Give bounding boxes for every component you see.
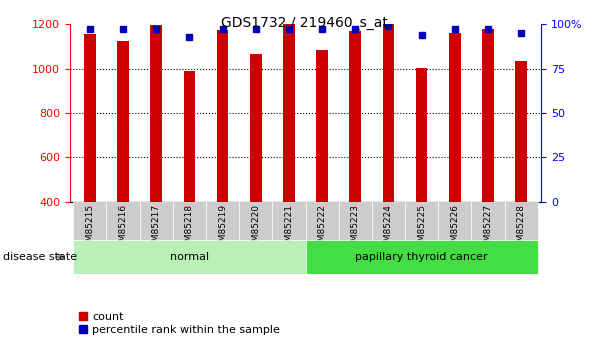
- Bar: [316, 139, 328, 291]
- Text: GSM85228: GSM85228: [517, 204, 526, 253]
- Bar: [350, 120, 361, 291]
- Bar: [250, 54, 261, 202]
- Bar: [106, 202, 140, 240]
- Bar: [283, 16, 295, 202]
- Bar: [305, 240, 538, 274]
- Bar: [449, 32, 461, 202]
- Bar: [117, 130, 129, 291]
- Bar: [416, 68, 427, 202]
- Bar: [239, 202, 272, 240]
- Bar: [117, 41, 129, 202]
- Text: GSM85217: GSM85217: [152, 204, 161, 253]
- Legend: count, percentile rank within the sample: count, percentile rank within the sample: [75, 307, 285, 339]
- Bar: [516, 150, 527, 291]
- Bar: [283, 105, 295, 291]
- Bar: [339, 202, 372, 240]
- Bar: [516, 61, 527, 202]
- Bar: [505, 202, 538, 240]
- Text: GSM85222: GSM85222: [317, 204, 326, 253]
- Bar: [416, 157, 427, 291]
- Text: GSM85221: GSM85221: [285, 204, 294, 253]
- Bar: [471, 202, 505, 240]
- Bar: [150, 114, 162, 291]
- Bar: [305, 202, 339, 240]
- Text: GSM85220: GSM85220: [251, 204, 260, 253]
- Bar: [482, 118, 494, 291]
- Text: papillary thyroid cancer: papillary thyroid cancer: [355, 252, 488, 262]
- Text: normal: normal: [170, 252, 209, 262]
- Text: GSM85216: GSM85216: [119, 204, 128, 253]
- Bar: [350, 31, 361, 202]
- Bar: [272, 202, 305, 240]
- Bar: [438, 202, 471, 240]
- Bar: [382, 0, 394, 202]
- Bar: [316, 50, 328, 202]
- Text: GSM85215: GSM85215: [85, 204, 94, 253]
- Bar: [184, 159, 195, 291]
- Bar: [405, 202, 438, 240]
- Bar: [482, 29, 494, 202]
- Bar: [84, 123, 95, 291]
- Bar: [184, 71, 195, 202]
- Text: GSM85227: GSM85227: [483, 204, 492, 253]
- Text: GSM85226: GSM85226: [451, 204, 459, 253]
- Text: GSM85219: GSM85219: [218, 204, 227, 253]
- Bar: [372, 202, 405, 240]
- Text: GSM85225: GSM85225: [417, 204, 426, 253]
- Bar: [217, 30, 229, 202]
- Bar: [206, 202, 239, 240]
- Bar: [140, 202, 173, 240]
- Bar: [150, 25, 162, 202]
- Text: GSM85223: GSM85223: [351, 204, 360, 253]
- Bar: [173, 202, 206, 240]
- Text: GSM85224: GSM85224: [384, 204, 393, 253]
- Bar: [73, 240, 305, 274]
- Bar: [73, 202, 106, 240]
- Bar: [84, 34, 95, 202]
- Text: GDS1732 / 219460_s_at: GDS1732 / 219460_s_at: [221, 16, 387, 30]
- Bar: [250, 142, 261, 291]
- Bar: [217, 119, 229, 291]
- Bar: [449, 121, 461, 291]
- Text: GSM85218: GSM85218: [185, 204, 194, 253]
- Text: disease state: disease state: [3, 252, 77, 262]
- Bar: [382, 42, 394, 291]
